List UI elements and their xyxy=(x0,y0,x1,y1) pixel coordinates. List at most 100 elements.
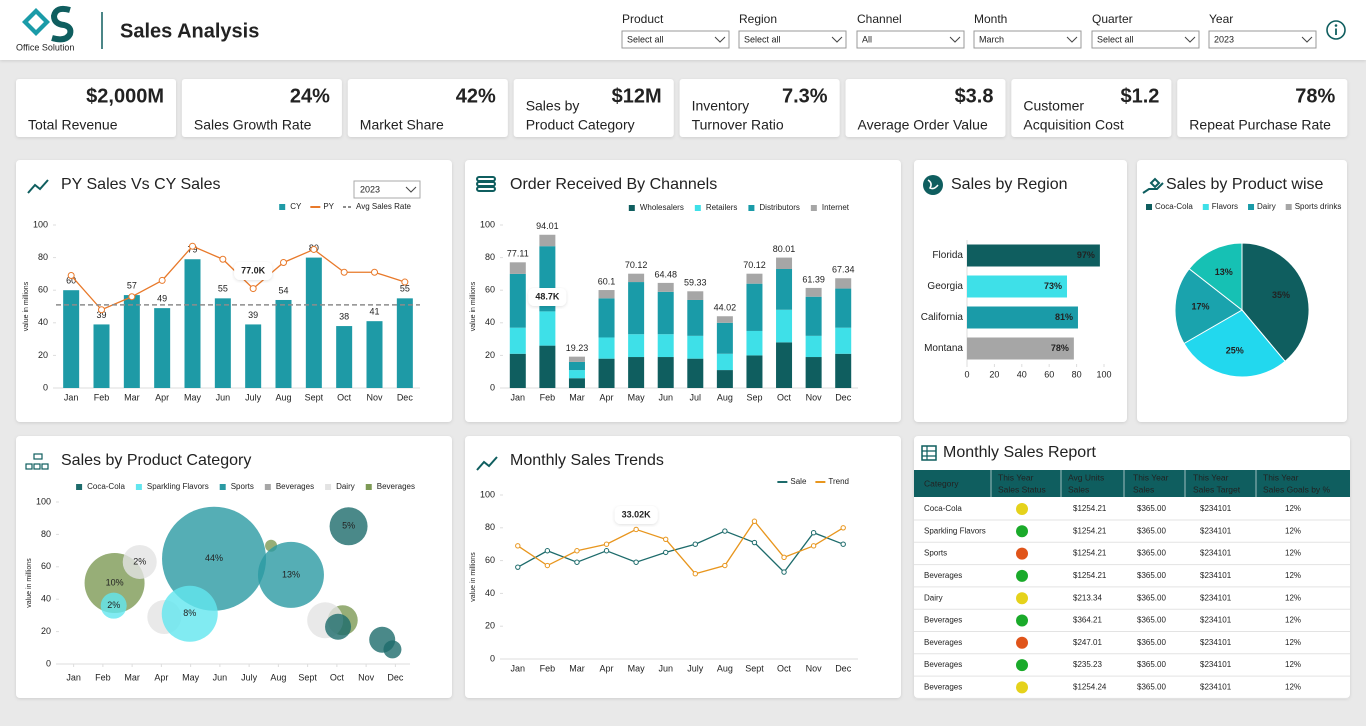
bar-segment xyxy=(835,278,852,289)
cell: $234101 xyxy=(1200,571,1232,580)
filter-box[interactable] xyxy=(973,30,1082,49)
icon xyxy=(927,179,939,190)
cell: $365.00 xyxy=(1137,504,1166,513)
filter-label[interactable]: Channel xyxy=(857,12,902,26)
table-title: Monthly Sales Report xyxy=(943,444,1097,461)
point xyxy=(840,541,846,547)
x-tick-label: 20 xyxy=(989,369,999,379)
filter[interactable]: Channel All xyxy=(856,12,965,49)
chevron[interactable] xyxy=(831,36,843,43)
point xyxy=(98,306,105,314)
legend-marker xyxy=(135,484,142,490)
legend-label: Sports xyxy=(231,482,254,491)
cell: $234101 xyxy=(1200,504,1232,513)
x-tick-label: Feb xyxy=(95,672,111,682)
filter[interactable]: Month March xyxy=(973,12,1082,49)
chart-title: Sales by Region xyxy=(951,176,1068,193)
cell: $365.00 xyxy=(1137,571,1166,580)
data-label: 13% xyxy=(1215,267,1233,277)
bubble-label: 10% xyxy=(106,577,124,587)
filter-box[interactable] xyxy=(1208,30,1317,49)
point xyxy=(189,242,196,250)
point xyxy=(751,518,758,524)
point xyxy=(574,559,580,565)
filter-value[interactable]: Select all xyxy=(1097,34,1134,44)
filter-value[interactable]: All xyxy=(862,34,872,44)
filter[interactable]: Region Select all xyxy=(738,12,847,49)
bar-segment xyxy=(598,290,615,299)
filter[interactable]: Product Select all xyxy=(621,12,730,49)
filter-label[interactable]: Product xyxy=(622,12,664,26)
filter-box[interactable] xyxy=(1091,30,1200,49)
kpi-card xyxy=(1011,79,1172,137)
chevron[interactable] xyxy=(714,36,726,43)
x-tick-label: 80 xyxy=(1072,369,1082,379)
x-tick-label: 100 xyxy=(1096,369,1111,379)
y-axis-label: value in millions xyxy=(470,552,477,602)
x-tick-label: Aug xyxy=(717,392,733,402)
chevron[interactable] xyxy=(949,36,961,43)
legend-label: Sale xyxy=(790,477,807,486)
filter-value[interactable]: 2023 xyxy=(1214,34,1234,44)
filter-box[interactable] xyxy=(856,30,965,49)
point xyxy=(722,528,728,534)
cell: $365.00 xyxy=(1137,660,1166,669)
chevron[interactable] xyxy=(405,186,417,193)
chart-title: Sales by Product wise xyxy=(1166,176,1324,193)
filter-value[interactable]: March xyxy=(979,34,1004,44)
cell: $1254.24 xyxy=(1073,683,1107,692)
info-circle[interactable] xyxy=(1326,20,1346,40)
filter[interactable]: Year 2023 xyxy=(1208,12,1317,49)
data-label: 25% xyxy=(1226,345,1244,355)
cell: 12% xyxy=(1285,549,1301,558)
bubble-label: 8% xyxy=(183,608,196,618)
dropdown[interactable] xyxy=(353,180,421,199)
pie-slice xyxy=(1188,242,1243,312)
filter-box[interactable] xyxy=(738,30,847,49)
chevron[interactable] xyxy=(1301,36,1313,43)
status-dot xyxy=(1016,592,1028,605)
status-dot xyxy=(1016,681,1028,694)
bubble xyxy=(329,507,368,546)
filter-value[interactable]: Select all xyxy=(627,34,664,44)
dropdown-value[interactable]: 2023 xyxy=(360,184,380,194)
data-label: 81% xyxy=(1055,312,1073,322)
filter-label[interactable]: Quarter xyxy=(1092,12,1133,26)
chevron[interactable] xyxy=(1066,36,1078,43)
filter-label[interactable]: Month xyxy=(974,12,1007,26)
data-label: 49 xyxy=(157,294,167,304)
point xyxy=(781,554,787,561)
kpi-label: Product Category xyxy=(526,117,635,133)
filter-label[interactable]: Region xyxy=(739,12,777,26)
kpi-label: Inventory xyxy=(692,98,750,114)
x-tick-label: May xyxy=(184,392,202,402)
y-tick-label: 0 xyxy=(46,658,51,668)
logo-shape xyxy=(28,14,44,30)
icon xyxy=(27,179,49,194)
point xyxy=(692,571,698,577)
x-tick-label: Feb xyxy=(94,392,110,402)
category-label: California xyxy=(921,312,964,323)
bar xyxy=(154,308,171,388)
legend-marker xyxy=(76,484,83,490)
filter-label[interactable]: Year xyxy=(1209,12,1233,26)
kpi-card xyxy=(16,79,176,137)
total-label: 44.02 xyxy=(714,303,737,313)
bar-segment xyxy=(805,296,822,336)
bubble-label: 2% xyxy=(107,600,120,610)
info-icon[interactable] xyxy=(1326,20,1346,40)
legend-label: Retailers xyxy=(706,203,738,212)
cell: 12% xyxy=(1285,616,1301,625)
chevron[interactable] xyxy=(1184,36,1196,43)
column-header: This Year xyxy=(1193,472,1229,482)
filter-box[interactable] xyxy=(621,30,730,49)
bar xyxy=(305,257,322,388)
x-tick-label: Sep xyxy=(746,392,762,402)
point xyxy=(544,562,551,569)
info-dot[interactable] xyxy=(1334,24,1338,27)
x-tick-label: Oct xyxy=(777,663,792,673)
filter-value[interactable]: Select all xyxy=(744,34,781,44)
filter[interactable]: Quarter Select all xyxy=(1091,12,1200,49)
total-label: 94.01 xyxy=(536,221,559,231)
